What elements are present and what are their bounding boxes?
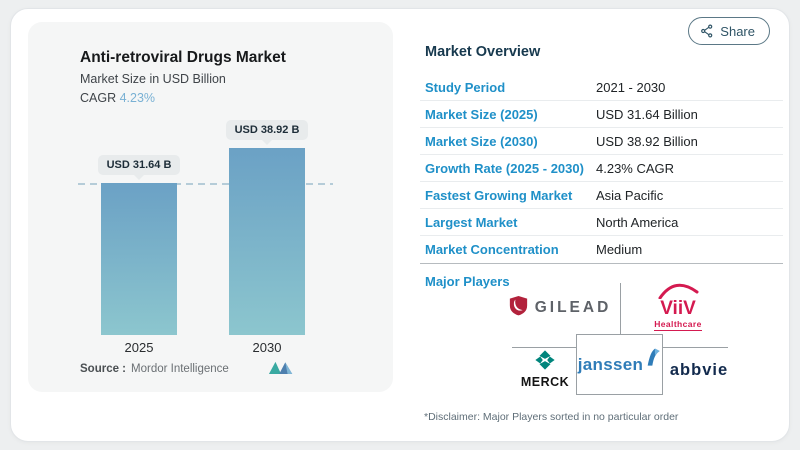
row-value: USD 38.92 Billion (596, 133, 698, 149)
chart-bar-2030 (229, 148, 305, 335)
row-label: Growth Rate (2025 - 2030) (425, 160, 584, 176)
abbvie-logo: abbvie (666, 361, 732, 380)
janssen-flag-icon (645, 347, 661, 372)
janssen-cell: janssen (576, 334, 663, 395)
dashed-reference-line (78, 183, 333, 185)
row-value: USD 31.64 Billion (596, 106, 698, 122)
bar-value-label: USD 38.92 B (225, 120, 309, 140)
x-tick-2025: 2025 (124, 340, 154, 355)
table-row: Fastest Growing Market Asia Pacific (420, 182, 783, 209)
merck-wordmark: MERCK (520, 375, 570, 389)
viiv-logo: ViiV Healthcare (645, 283, 711, 331)
disclaimer-text: *Disclaimer: Major Players sorted in no … (424, 411, 679, 423)
janssen-logo: janssen (577, 348, 661, 375)
bar-group-2025: USD 31.64 B (97, 155, 181, 335)
row-value: Medium (596, 242, 643, 257)
viiv-wordmark: ViiV (660, 298, 696, 319)
table-row: Market Size (2030) USD 38.92 Billion (420, 128, 783, 155)
orgchart-vertical-line (620, 283, 621, 334)
table-row: Study Period 2021 - 2030 (420, 74, 783, 101)
row-label: Market Concentration (425, 242, 559, 257)
share-icon (700, 24, 714, 38)
chart-cagr: CAGR 4.23% (80, 91, 156, 105)
abbvie-wordmark: abbvie (669, 361, 729, 379)
row-value: 4.23% CAGR (596, 160, 675, 176)
row-value: North America (596, 214, 679, 230)
table-row: Largest Market North America (420, 209, 783, 236)
cagr-value: 4.23% (119, 91, 156, 105)
gilead-shield-icon (509, 295, 528, 321)
chart-subtitle: Market Size in USD Billion (80, 72, 226, 86)
overview-title: Market Overview (425, 44, 541, 60)
viiv-healthcare-label: Healthcare (654, 319, 702, 331)
row-value: 2021 - 2030 (596, 79, 666, 95)
table-row: Market Size (2025) USD 31.64 Billion (420, 101, 783, 128)
bar-value-label: USD 31.64 B (97, 155, 181, 175)
row-label: Study Period (425, 79, 506, 95)
row-label: Market Size (2030) (425, 133, 538, 149)
mordor-intelligence-logo-icon (268, 360, 296, 380)
table-row: Market Concentration Medium (420, 236, 783, 263)
orgchart-right-line (663, 347, 728, 348)
section-divider (420, 263, 783, 264)
gilead-logo: GILEAD (506, 293, 614, 323)
x-tick-2030: 2030 (252, 340, 282, 355)
gilead-wordmark: GILEAD (534, 299, 612, 316)
janssen-wordmark: janssen (577, 354, 644, 374)
source-name: Mordor Intelligence (131, 363, 229, 375)
chart-panel: Anti-retroviral Drugs Market Market Size… (28, 22, 393, 392)
row-label: Largest Market (425, 214, 518, 230)
table-row: Growth Rate (2025 - 2030) 4.23% CAGR (420, 155, 783, 182)
bar-label-pointer (134, 175, 144, 180)
overview-table: Study Period 2021 - 2030 Market Size (202… (420, 74, 783, 263)
merck-logo: MERCK (514, 349, 576, 389)
chart-bar-2025 (101, 183, 177, 335)
row-label: Market Size (2025) (425, 106, 538, 122)
bar-label-pointer (262, 140, 272, 145)
viiv-arc-icon (655, 283, 701, 304)
source-line: Source : Mordor Intelligence (80, 363, 229, 375)
bar-group-2030: USD 38.92 B (225, 120, 309, 335)
share-button[interactable]: Share (688, 17, 770, 45)
orgchart-left-line (512, 347, 576, 348)
share-button-label: Share (720, 23, 755, 39)
row-value: Asia Pacific (596, 187, 664, 203)
major-players-label: Major Players (425, 274, 510, 289)
merck-emblem-icon (534, 349, 556, 376)
chart-title: Anti-retroviral Drugs Market (80, 49, 286, 66)
row-label: Fastest Growing Market (425, 187, 573, 203)
source-label: Source : (80, 363, 127, 375)
